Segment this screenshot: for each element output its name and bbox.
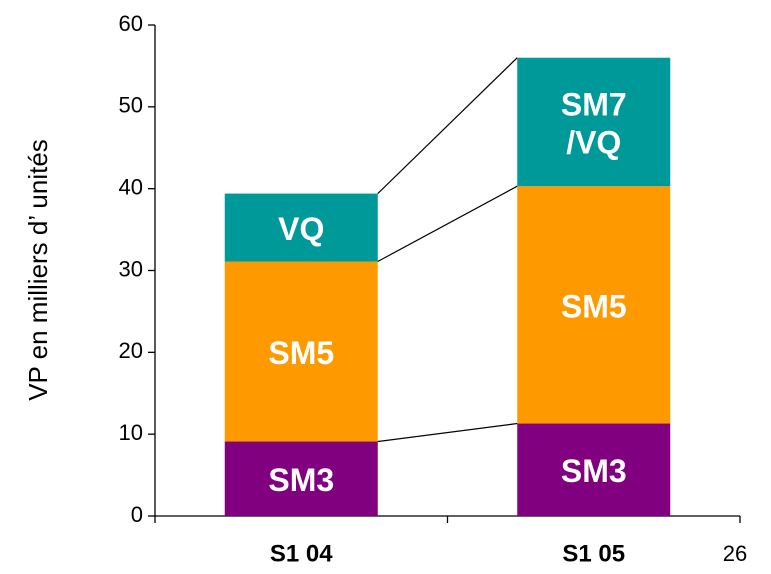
segment-label: SM3 (561, 453, 627, 489)
segment-label: VQ (278, 211, 324, 247)
bar-segment (224, 441, 378, 516)
y-tick-label: 0 (131, 502, 143, 527)
y-axis-label: VP en milliers d’ unités (23, 139, 53, 401)
y-tick-label: 10 (119, 420, 143, 445)
page-number: 26 (723, 541, 747, 566)
x-tick-label: S1 05 (562, 540, 625, 567)
segment-label: SM7 (561, 86, 627, 122)
segment-label: SM5 (561, 288, 627, 324)
connector-line (377, 57, 518, 195)
bar-segment (517, 423, 671, 516)
y-tick-label: 60 (119, 11, 143, 36)
bar-segment (224, 193, 378, 262)
x-tick-label: S1 04 (270, 540, 333, 567)
y-tick-label: 40 (119, 174, 143, 199)
segment-label: /VQ (566, 124, 621, 160)
segment-label: SM5 (268, 335, 334, 371)
y-tick-label: 30 (119, 256, 143, 281)
bar-segment (224, 261, 378, 442)
segment-label: SM3 (268, 462, 334, 498)
connector-line (377, 185, 518, 263)
bar-segment (517, 186, 671, 424)
bar-segment (517, 57, 671, 187)
y-tick-label: 50 (119, 93, 143, 118)
y-tick-label: 20 (119, 338, 143, 363)
connector-line (377, 422, 518, 443)
